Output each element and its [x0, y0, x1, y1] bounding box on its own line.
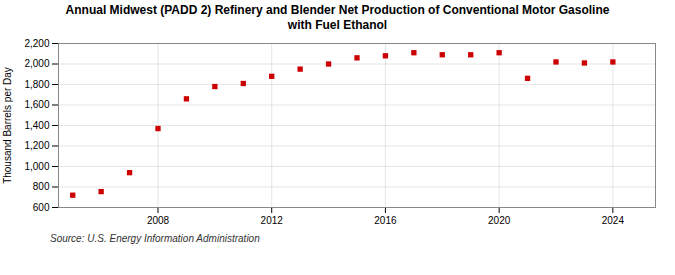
- svg-text:1,600: 1,600: [24, 99, 49, 110]
- svg-text:2,000: 2,000: [24, 58, 49, 69]
- svg-text:2012: 2012: [261, 215, 284, 226]
- svg-text:2016: 2016: [374, 215, 397, 226]
- svg-text:2,200: 2,200: [24, 38, 49, 49]
- svg-text:2024: 2024: [602, 215, 625, 226]
- svg-text:800: 800: [33, 181, 50, 192]
- html-text:Source: U.S. Energy Informatio: Source: U.S. Energy Information Administ…: [50, 233, 260, 244]
- svg-text:1,400: 1,400: [24, 120, 49, 131]
- svg-text:1,000: 1,000: [24, 161, 49, 172]
- svg-text:1,800: 1,800: [24, 79, 49, 90]
- html-text:Annual Midwest (PADD 2) Refine: Annual Midwest (PADD 2) Refinery and Ble…: [65, 3, 610, 32]
- svg-text:2020: 2020: [488, 215, 511, 226]
- svg-text:2008: 2008: [147, 215, 170, 226]
- svg-text:Thousand Barrels per Day: Thousand Barrels per Day: [2, 67, 13, 184]
- svg-text:1,200: 1,200: [24, 140, 49, 151]
- svg-text:600: 600: [33, 202, 50, 213]
